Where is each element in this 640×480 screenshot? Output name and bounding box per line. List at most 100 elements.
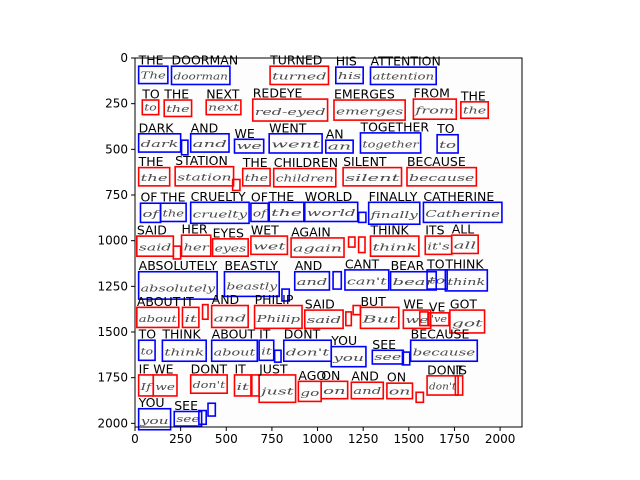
- word-bounding-box: [210, 339, 259, 363]
- handwritten-word: the: [166, 105, 189, 115]
- word-bounding-box: [137, 270, 218, 300]
- word-label: WORLD: [305, 189, 352, 204]
- word-bounding-box: [189, 201, 250, 225]
- axes-frame: [134, 57, 523, 428]
- word-bounding-box: [269, 65, 330, 86]
- word-bounding-box: [137, 407, 172, 431]
- handwritten-word: we: [405, 316, 428, 326]
- y-tick-label: 2000: [97, 416, 128, 430]
- word-label: ABOUT: [137, 294, 181, 309]
- handwritten-word: of: [142, 210, 161, 220]
- word-label: TO: [138, 327, 157, 342]
- word-bounding-box: [320, 380, 349, 400]
- word-bounding-box: [359, 132, 422, 154]
- word-bounding-box: [137, 65, 169, 85]
- handwritten-word: said: [139, 244, 172, 254]
- word-bounding-box: [253, 304, 303, 330]
- word-label: DONT: [191, 361, 228, 376]
- word-bounding-box: [258, 339, 275, 362]
- word-label: AGO: [298, 368, 326, 383]
- word-bounding-box: [211, 238, 249, 258]
- word-bounding-box: [303, 309, 344, 330]
- word-bounding-box: [409, 339, 479, 363]
- word-label: AGAIN: [291, 224, 331, 239]
- x-tick-label: 750: [260, 432, 283, 446]
- word-bounding-box: [163, 99, 193, 118]
- word-bounding-box: [401, 351, 411, 366]
- word-bounding-box: [189, 133, 230, 153]
- word-label: THINK: [444, 256, 484, 271]
- word-bounding-box: [180, 139, 189, 156]
- handwritten-word: to: [439, 141, 457, 151]
- handwritten-word: you: [331, 354, 364, 364]
- word-label: VE: [429, 299, 446, 314]
- word-label: REDEYE: [253, 86, 303, 101]
- word-bounding-box: [201, 303, 209, 321]
- word-label: SAID: [305, 297, 335, 312]
- word-label: BUT: [360, 294, 386, 309]
- word-bounding-box: [210, 304, 249, 329]
- word-label: WE: [403, 297, 423, 312]
- x-tick-label: 1000: [302, 432, 333, 446]
- word-label: DOORMAN: [172, 53, 239, 68]
- handwritten-word: we: [236, 142, 261, 152]
- word-bounding-box: [290, 237, 345, 258]
- word-bounding-box: [345, 311, 353, 327]
- handwritten-word: station: [177, 174, 232, 184]
- handwritten-word: But: [360, 315, 397, 325]
- handwritten-word: Catherine: [425, 210, 499, 220]
- word-bounding-box: [402, 309, 432, 330]
- y-tick-label: 500: [105, 142, 128, 156]
- handwritten-word: children: [276, 175, 334, 185]
- handwritten-word: his: [338, 72, 362, 82]
- handwritten-word: on: [323, 387, 346, 397]
- handwritten-word: an: [328, 142, 352, 152]
- x-tick-label: 1750: [439, 432, 470, 446]
- word-bounding-box: [293, 270, 331, 291]
- word-bounding-box: [137, 133, 182, 153]
- x-tick-label: 0: [131, 432, 139, 446]
- word-label: THE: [138, 154, 164, 169]
- word-bounding-box: [344, 269, 390, 291]
- word-label: THE: [160, 190, 186, 205]
- word-label: BECAUSE: [411, 327, 470, 342]
- y-tick-label: 250: [105, 97, 128, 111]
- word-bounding-box: [428, 312, 450, 327]
- handwritten-word: turned: [272, 72, 327, 82]
- word-bounding-box: [367, 201, 421, 226]
- word-bounding-box: [231, 178, 241, 192]
- handwritten-word: on: [389, 387, 411, 397]
- word-label: CRUELTY: [191, 189, 246, 204]
- word-bounding-box: [268, 133, 323, 154]
- word-label: HER: [182, 222, 208, 237]
- handwritten-word: think: [164, 348, 204, 358]
- x-tick-label: 500: [215, 432, 238, 446]
- handwritten-word: the: [463, 107, 486, 117]
- word-bounding-box: [189, 374, 228, 395]
- handwritten-word: cruelty: [193, 210, 249, 220]
- word-label: THE: [242, 155, 268, 170]
- handwritten-word: about: [214, 348, 256, 358]
- word-bounding-box: [426, 269, 448, 290]
- handwritten-word: you: [139, 417, 169, 427]
- word-bounding-box: [342, 166, 403, 187]
- handwritten-word: and: [214, 314, 247, 324]
- word-bounding-box: [324, 139, 354, 154]
- word-bounding-box: [172, 245, 182, 260]
- word-label: OF: [251, 190, 268, 205]
- word-bounding-box: [460, 101, 490, 120]
- word-bounding-box: [359, 306, 400, 330]
- word-bounding-box: [357, 236, 366, 254]
- handwritten-word: red-eyed: [255, 108, 326, 118]
- handwritten-word: see: [176, 415, 199, 425]
- word-bounding-box: [180, 234, 212, 258]
- word-label: THE: [138, 53, 164, 68]
- word-bounding-box: [174, 165, 235, 187]
- y-tick-label: 750: [105, 188, 128, 202]
- word-label: IT: [182, 294, 194, 309]
- handwritten-word: the: [141, 174, 168, 184]
- handwritten-word: finally: [369, 211, 419, 221]
- word-bounding-box: [335, 66, 364, 85]
- word-bounding-box: [161, 339, 207, 363]
